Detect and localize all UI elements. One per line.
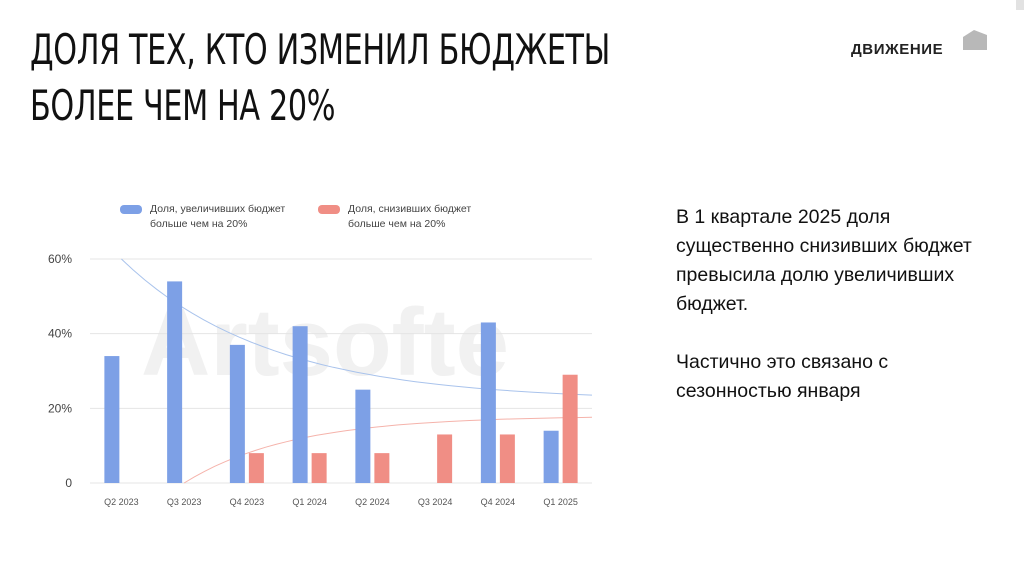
bar-decrease	[437, 434, 453, 483]
y-tick-label: 20%	[48, 401, 72, 415]
x-tick-label: Q1 2025	[543, 497, 578, 507]
legend-swatch	[120, 205, 142, 214]
legend-label: Доля, снизивших бюджет	[348, 203, 471, 215]
x-tick-label: Q2 2023	[104, 497, 139, 507]
bar-increase	[292, 326, 308, 483]
x-tick-label: Q4 2023	[230, 497, 265, 507]
paragraph-1: В 1 квартале 2025 доля существенно снизи…	[676, 206, 972, 315]
bar-increase	[543, 430, 559, 483]
bar-decrease	[311, 453, 327, 483]
bar-increase	[355, 389, 371, 483]
bar-decrease	[499, 434, 515, 483]
trend-line-decrease	[183, 416, 593, 484]
x-tick-label: Q3 2023	[167, 497, 202, 507]
y-tick-label: 60%	[48, 252, 72, 266]
side-text: В 1 квартале 2025 доля существенно снизи…	[676, 203, 976, 435]
corner-mark	[1016, 0, 1024, 10]
chart-svg: Artsofte 0 20% 40% 60% Q2 2023 Q3 2023 Q4 2023 Q…	[48, 203, 593, 507]
bar-increase	[167, 281, 183, 483]
y-tick-label: 40%	[48, 327, 72, 341]
bar-increase	[104, 356, 120, 483]
title-line-1: ДОЛЯ ТЕХ, КТО ИЗМЕНИЛ БЮДЖЕТЫ	[30, 25, 610, 74]
brand-logo-text: ДВИЖЕНИЕ	[851, 41, 944, 58]
bar-decrease	[248, 453, 264, 483]
slide-title: ДОЛЯ ТЕХ, КТО ИЗМЕНИЛ БЮДЖЕТЫ БОЛЕЕ ЧЕМ …	[30, 22, 610, 134]
y-tick-label: 0	[65, 476, 72, 490]
x-tick-label: Q2 2024	[355, 497, 390, 507]
x-tick-label: Q3 2024	[418, 497, 453, 507]
watermark-text: Artsofte	[141, 289, 509, 396]
x-tick-label: Q4 2024	[481, 497, 516, 507]
bar-decrease	[374, 453, 390, 483]
x-tick-label: Q1 2024	[292, 497, 327, 507]
bar-increase	[480, 322, 496, 483]
bar-increase	[229, 344, 245, 483]
legend-swatch	[318, 205, 340, 214]
legend-label: больше чем на 20%	[150, 218, 247, 230]
trend-line-increase	[121, 258, 593, 396]
title-line-2: БОЛЕЕ ЧЕМ НА 20%	[30, 81, 336, 130]
house-icon	[963, 30, 987, 50]
paragraph-2: Частично это связано с сезонностью январ…	[676, 351, 889, 402]
legend-label: больше чем на 20%	[348, 218, 445, 230]
legend-label: Доля, увеличивших бюджет	[150, 203, 285, 215]
chart: Artsofte 0 20% 40% 60% Q2 2023 Q3 2023 Q4 2023 Q…	[40, 185, 600, 530]
bar-decrease	[562, 374, 578, 483]
